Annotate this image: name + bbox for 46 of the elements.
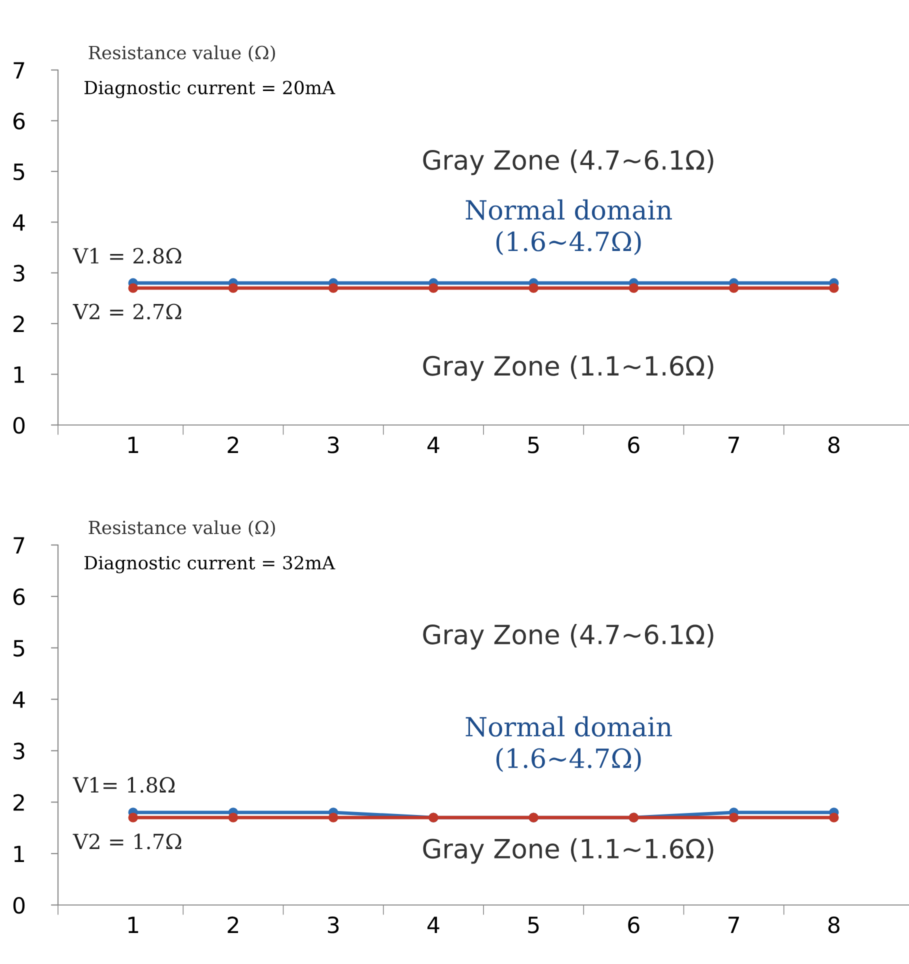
- y-tick-label: 6: [13, 112, 25, 130]
- x-tick-label: 6: [628, 436, 640, 454]
- x-tick-label: 7: [728, 916, 739, 933]
- y-tick-label: 2: [14, 316, 24, 332]
- y-tick-label: 7: [14, 537, 24, 554]
- series-label: V2 = 1.7Ω: [72, 834, 182, 850]
- x-tick-label: 4: [427, 436, 440, 453]
- annotation: Diagnostic current = 32mA: [84, 556, 336, 574]
- x-tick-label: 7: [728, 436, 739, 453]
- annotation: Diagnostic current = 20mA: [84, 80, 336, 98]
- y-tick-label: 3: [14, 742, 24, 760]
- x-tick-label: 5: [528, 436, 539, 454]
- annotation: Gray Zone (4.7~6.1Ω): [423, 624, 714, 650]
- y-tick-label: 1: [14, 366, 24, 383]
- x-tick-label: 3: [328, 916, 339, 934]
- y-axis-title: Resistance value (Ω): [88, 520, 275, 537]
- x-tick-label: 8: [828, 436, 840, 454]
- series-label: V1 = 2.8Ω: [72, 248, 182, 264]
- y-tick-label: 3: [14, 264, 24, 282]
- y-tick-label: 2: [14, 794, 24, 811]
- x-tick-label: 2: [228, 916, 238, 933]
- y-tick-label: 5: [14, 640, 24, 657]
- x-tick-label: 5: [528, 916, 539, 934]
- y-tick-label: 4: [13, 214, 25, 231]
- annotation: Gray Zone (1.1~1.6Ω): [423, 838, 714, 864]
- x-tick-label: 2: [228, 436, 238, 453]
- y-tick-label: 0: [13, 896, 25, 914]
- y-tick-label: 0: [13, 416, 25, 434]
- x-tick-label: 8: [828, 916, 840, 934]
- annotation: Gray Zone (4.7~6.1Ω): [423, 150, 714, 176]
- x-tick-label: 6: [628, 916, 640, 934]
- annotation: Normal domain (1.6~4.7Ω): [466, 716, 672, 772]
- y-tick-label: 7: [14, 62, 24, 78]
- y-tick-label: 4: [13, 692, 25, 708]
- y-tick-label: 1: [14, 846, 24, 862]
- series-label: V2 = 2.7Ω: [72, 304, 182, 320]
- annotation: Gray Zone (1.1~1.6Ω): [423, 355, 714, 381]
- annotation: Normal domain (1.6~4.7Ω): [466, 199, 672, 256]
- y-tick-label: 6: [13, 588, 25, 606]
- x-tick-label: 1: [128, 916, 138, 933]
- x-tick-label: 1: [128, 436, 138, 453]
- x-tick-label: 3: [328, 436, 339, 454]
- x-tick-label: 4: [427, 916, 440, 933]
- y-axis-title: Resistance value (Ω): [88, 45, 275, 62]
- y-tick-label: 5: [14, 164, 24, 180]
- series-label: V1= 1.8Ω: [72, 777, 175, 793]
